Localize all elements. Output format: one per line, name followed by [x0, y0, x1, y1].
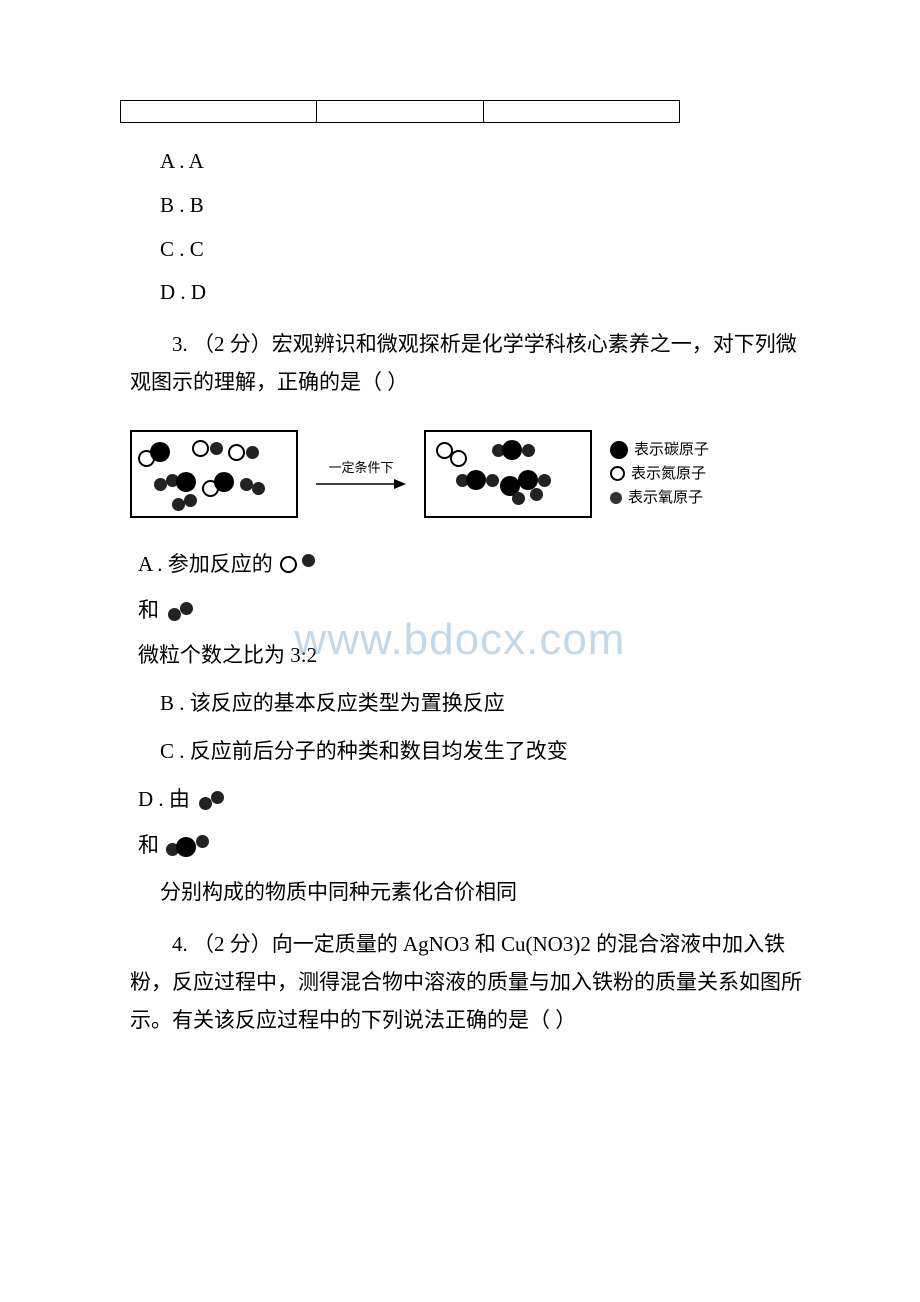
q3-reaction-diagram: 一定条件下 表示碳原子	[130, 430, 810, 518]
q3-option-d-mid-row: 和	[138, 827, 810, 865]
legend-nitrogen-label: 表示氮原子	[631, 462, 706, 486]
q3-option-c: C . 反应前后分子的种类和数目均发生了改变	[160, 733, 810, 771]
q2-option-d: D . D	[160, 274, 810, 312]
molecule-icon	[195, 787, 235, 815]
legend-carbon: 表示碳原子	[610, 438, 709, 462]
q3-stem: 3. （2 分）宏观辨识和微观探析是化学学科核心素养之一，对下列微观图示的理解，…	[130, 326, 810, 402]
products-box	[424, 430, 592, 518]
q3-option-a-mid: 和	[138, 598, 159, 622]
atom-legend: 表示碳原子 表示氮原子 表示氧原子	[610, 438, 709, 510]
q3-option-a-tail: 微粒个数之比为 3:2	[138, 637, 810, 675]
q2-option-a: A . A	[160, 143, 810, 181]
molecule-icon	[164, 833, 220, 861]
q3-option-d-tail: 分别构成的物质中同种元素化合价相同	[160, 874, 810, 912]
q2-option-c: C . C	[160, 231, 810, 269]
legend-oxygen: 表示氧原子	[610, 486, 709, 510]
q3-option-a: A . 参加反应的	[138, 546, 810, 584]
q3-option-b: B . 该反应的基本反应类型为置换反应	[160, 685, 810, 723]
molecule-icon	[278, 552, 324, 580]
q3-option-a-prefix: A . 参加反应的	[138, 546, 273, 584]
legend-oxygen-label: 表示氧原子	[628, 486, 703, 510]
legend-nitrogen: 表示氮原子	[610, 462, 709, 486]
q3-option-d-mid: 和	[138, 833, 159, 857]
q3-option-d: D . 由	[138, 781, 810, 819]
reaction-arrow: 一定条件下	[316, 456, 406, 491]
q3-option-d-prefix: D . 由	[138, 781, 190, 819]
legend-carbon-label: 表示碳原子	[634, 438, 709, 462]
q3-option-a-mid-row: 和	[138, 592, 810, 630]
preceding-table	[120, 100, 680, 123]
molecule-icon	[164, 598, 204, 626]
q4-stem: 4. （2 分）向一定质量的 AgNO3 和 Cu(NO3)2 的混合溶液中加入…	[130, 926, 810, 1039]
arrow-label: 一定条件下	[328, 456, 393, 479]
reactants-box	[130, 430, 298, 518]
q2-option-b: B . B	[160, 187, 810, 225]
